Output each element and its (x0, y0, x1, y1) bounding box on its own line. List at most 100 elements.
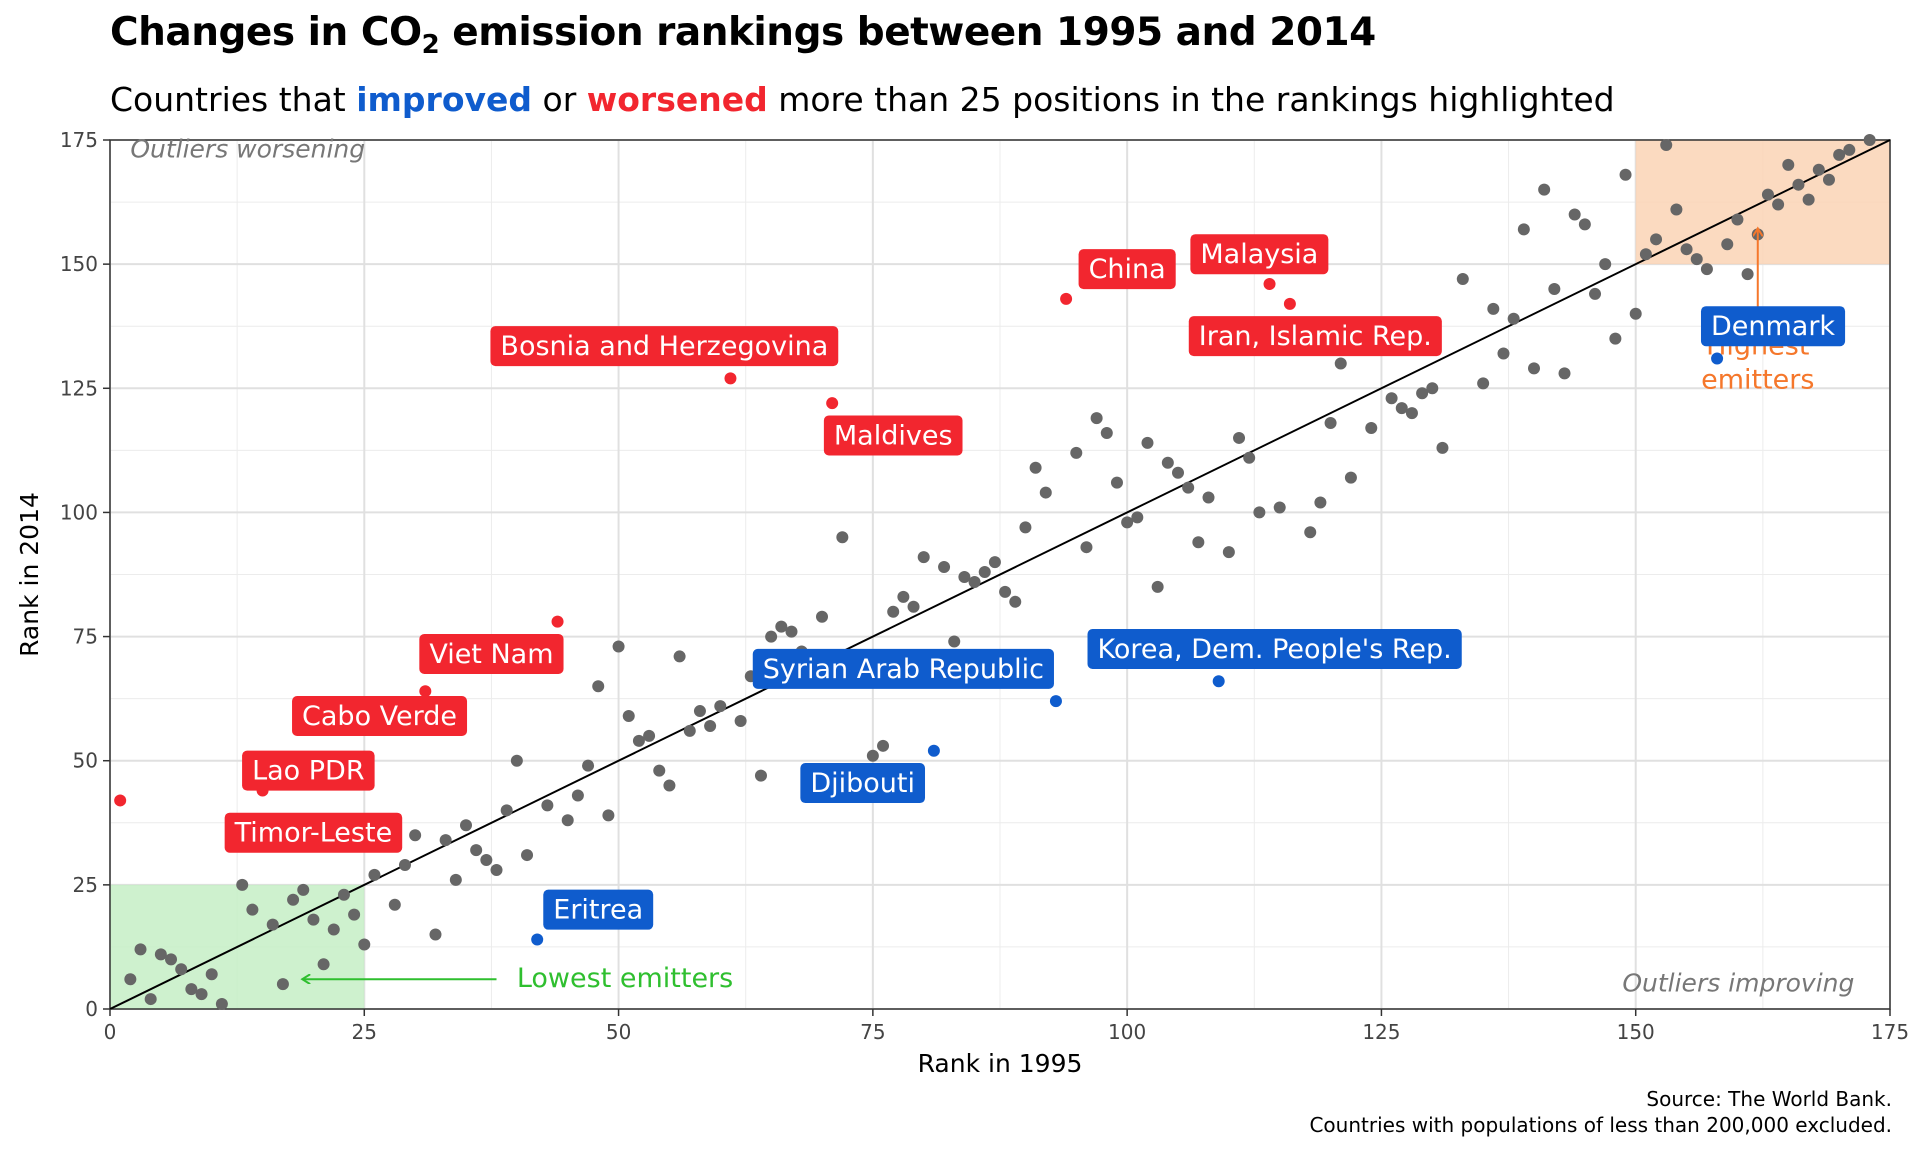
data-point (460, 819, 472, 832)
data-point (1782, 158, 1795, 171)
data-point (1426, 382, 1439, 395)
label-lao-pdr: Lao PDR (242, 750, 375, 791)
data-point (1517, 223, 1530, 236)
data-point (1833, 148, 1846, 161)
data-point (1843, 143, 1856, 156)
data-point (988, 556, 1001, 569)
label-viet-nam: Viet Nam (419, 633, 564, 674)
data-point (165, 953, 178, 966)
label-text: Denmark (1711, 311, 1835, 342)
title-prefix: Changes in CO (110, 10, 422, 55)
label-eritrea: Eritrea (543, 889, 654, 930)
data-point (1222, 546, 1235, 559)
data-point (1029, 461, 1042, 474)
data-point (470, 844, 483, 857)
data-point (246, 903, 259, 916)
data-point (643, 729, 656, 742)
data-point (907, 600, 920, 613)
label-djibouti: Djibouti (800, 763, 926, 804)
y-tick-label: 50 (73, 749, 98, 773)
label-maldives: Maldives (823, 415, 963, 456)
x-tick-label: 25 (352, 1020, 377, 1044)
data-point (134, 943, 147, 956)
label-text: Iran, Islamic Rep. (1199, 321, 1432, 352)
data-point (1721, 238, 1734, 251)
data-point (917, 551, 930, 564)
data-point (276, 978, 289, 991)
x-tick-label: 50 (606, 1020, 631, 1044)
data-point (348, 908, 361, 921)
lowest-emitters-label: Lowest emitters (517, 963, 733, 994)
data-point (500, 804, 513, 817)
data-point (1548, 282, 1561, 295)
data-point (948, 635, 961, 648)
data-point (541, 799, 554, 812)
data-point (1609, 332, 1622, 345)
data-point (785, 625, 798, 638)
data-point (877, 739, 890, 752)
data-point (1639, 248, 1652, 261)
label-text: Djibouti (810, 768, 915, 799)
data-point (1070, 446, 1083, 459)
data-point (1182, 481, 1195, 494)
subtitle-improved: improved (356, 80, 533, 119)
data-point (1405, 407, 1418, 420)
label-outliers-worsening: Outliers worsening (130, 134, 365, 163)
y-tick-label: 0 (85, 997, 98, 1021)
data-point (429, 928, 442, 941)
data-point (1304, 526, 1317, 539)
data-point (1121, 516, 1134, 529)
data-point (297, 883, 310, 896)
data-point (287, 893, 300, 906)
data-point (439, 834, 452, 847)
chart-title: Changes in CO2 emission rankings between… (110, 10, 1376, 60)
label-text: Bosnia and Herzegovina (500, 331, 828, 362)
data-point (1812, 163, 1825, 176)
data-point (1039, 486, 1052, 499)
label-text: Viet Nam (429, 639, 553, 670)
data-point (1436, 441, 1449, 454)
data-point (816, 610, 828, 623)
caption-source: Source: The World Bank. (1646, 1087, 1892, 1111)
data-point (175, 963, 188, 976)
data-point (1772, 198, 1785, 211)
subtitle-part3: more than 25 positions in the rankings h… (767, 80, 1615, 119)
label-box (800, 763, 926, 804)
data-point (1141, 436, 1154, 449)
label-cabo-verde: Cabo Verde (292, 696, 468, 737)
data-point (1670, 203, 1683, 216)
data-point (968, 575, 981, 588)
data-point (612, 640, 625, 653)
data-point (215, 998, 228, 1011)
data-point (1202, 491, 1215, 504)
data-point (1477, 377, 1490, 390)
label-box (1078, 249, 1176, 290)
title-subscript: 2 (421, 30, 440, 60)
data-point (897, 590, 910, 603)
label-box (1190, 234, 1329, 275)
data-point (938, 561, 951, 574)
data-point (683, 724, 696, 737)
y-tick-label: 125 (60, 376, 98, 400)
data-point (1334, 357, 1347, 370)
data-point (1110, 476, 1123, 489)
data-point (317, 958, 330, 971)
x-axis-title: Rank in 1995 (918, 1049, 1083, 1078)
x-tick-label: 175 (1871, 1020, 1909, 1044)
data-point (653, 764, 666, 777)
data-point (714, 700, 727, 713)
label-bosnia-and-herzegovina: Bosnia and Herzegovina (490, 326, 839, 367)
data-point (1243, 451, 1256, 464)
data-point (1233, 431, 1246, 444)
label-text: Maldives (834, 420, 953, 451)
data-point (1822, 173, 1835, 186)
data-point (1273, 501, 1286, 514)
data-point (765, 630, 778, 643)
y-tick-label: 175 (60, 128, 98, 152)
data-point (1599, 258, 1612, 271)
data-point (1538, 183, 1551, 196)
y-tick-label: 75 (73, 625, 98, 649)
data-point (1589, 287, 1602, 300)
point-eritrea (531, 933, 544, 946)
data-point (1080, 541, 1093, 554)
